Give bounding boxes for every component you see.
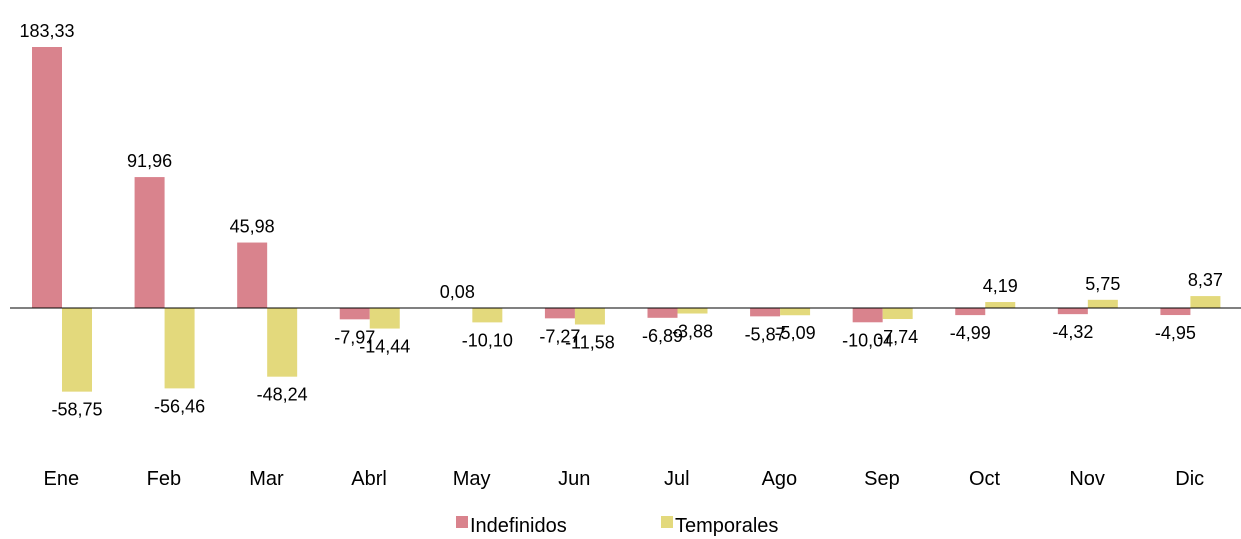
data-label-indefinidos-oct: -4,99	[950, 323, 991, 343]
data-label-temporales-dic: 8,37	[1188, 270, 1223, 290]
data-label-temporales-ago: -5,09	[775, 323, 816, 343]
bar-indefinidos-jul	[647, 308, 678, 318]
legend-label-indefinidos: Indefinidos	[470, 515, 567, 537]
bar-indefinidos-ago	[750, 308, 781, 317]
bar-temporales-oct	[985, 302, 1016, 308]
x-tick-label: Jun	[558, 468, 590, 490]
x-tick-label: Ene	[43, 468, 79, 490]
data-label-temporales-mar: -48,24	[257, 385, 308, 405]
data-label-temporales-nov: 5,75	[1085, 274, 1120, 294]
bar-temporales-abrl	[369, 308, 400, 329]
legend: Indefinidos Temporales	[456, 515, 778, 537]
data-label-temporales-feb: -56,46	[154, 396, 205, 416]
legend-label-temporales: Temporales	[675, 515, 778, 537]
x-tick-label: Mar	[249, 468, 284, 490]
x-tick-label: Nov	[1069, 468, 1105, 490]
bar-temporales-may	[472, 308, 503, 323]
data-label-indefinidos-may: 0,08	[440, 282, 475, 302]
bar-indefinidos-feb	[134, 177, 165, 308]
legend-swatch-temporales	[661, 516, 673, 528]
legend-swatch-indefinidos	[456, 516, 468, 528]
bar-temporales-mar	[267, 308, 298, 377]
bar-indefinidos-mar	[237, 242, 268, 308]
x-tick-label: Ago	[762, 468, 798, 490]
bar-indefinidos-ene	[32, 47, 62, 308]
data-label-indefinidos-mar: 45,98	[230, 217, 275, 237]
bar-temporales-ago	[780, 308, 811, 316]
data-label-indefinidos-abrl: -7,97	[334, 327, 375, 347]
data-label-indefinidos-feb: 91,96	[127, 151, 172, 171]
bar-temporales-dic	[1190, 296, 1221, 308]
data-label-temporales-may: -10,10	[462, 330, 513, 350]
x-tick-label: Abrl	[351, 468, 387, 490]
data-label-indefinidos-sep: -10,04	[842, 330, 893, 350]
bar-temporales-nov	[1087, 299, 1118, 308]
x-tick-label: Feb	[147, 468, 181, 490]
x-axis-tick-labels: Ene Feb Mar Abrl May Jun Jul Ago Sep Oct Nov Dic	[43, 468, 1204, 490]
data-label-indefinidos-nov: -4,32	[1052, 322, 1093, 342]
bar-indefinidos-nov	[1057, 308, 1088, 315]
bar-indefinidos-oct	[955, 308, 986, 316]
bar-indefinidos-sep	[852, 308, 883, 323]
data-label-temporales-sep: -7,74	[877, 327, 918, 347]
bar-temporales-jun	[574, 308, 605, 325]
bar-indefinidos-abrl	[339, 308, 370, 320]
bar-indefinidos-dic	[1160, 308, 1191, 316]
x-tick-label: Sep	[864, 468, 900, 490]
bar-temporales-jul	[677, 308, 708, 314]
x-tick-label: Dic	[1175, 468, 1204, 490]
x-tick-label: Jul	[664, 468, 690, 490]
data-label-temporales-jun: -11,58	[565, 332, 615, 352]
data-label-indefinidos-jul: -6,89	[642, 326, 683, 346]
bar-indefinidos-jun	[544, 308, 575, 319]
data-label-temporales-ene: -58,75	[51, 400, 102, 420]
data-label-temporales-abrl: -14,44	[359, 337, 410, 357]
x-tick-label: Oct	[969, 468, 1001, 490]
bar-temporales-feb	[164, 308, 195, 389]
data-label-indefinidos-dic: -4,95	[1155, 323, 1196, 343]
data-label-indefinidos-ene: 183,33	[19, 21, 74, 41]
bar-temporales-sep	[882, 308, 913, 320]
data-label-indefinidos-jun: -7,27	[539, 326, 580, 346]
bar-temporales-ene	[62, 308, 92, 392]
x-tick-label: May	[453, 468, 491, 490]
data-label-temporales-oct: 4,19	[983, 276, 1018, 296]
bars-layer	[32, 47, 1221, 392]
data-label-indefinidos-ago: -5,87	[745, 324, 786, 344]
data-label-temporales-jul: -3,88	[672, 322, 713, 342]
value-labels-layer: 183,33-58,7591,96-56,4645,98-48,24-7,97-…	[19, 21, 1222, 420]
